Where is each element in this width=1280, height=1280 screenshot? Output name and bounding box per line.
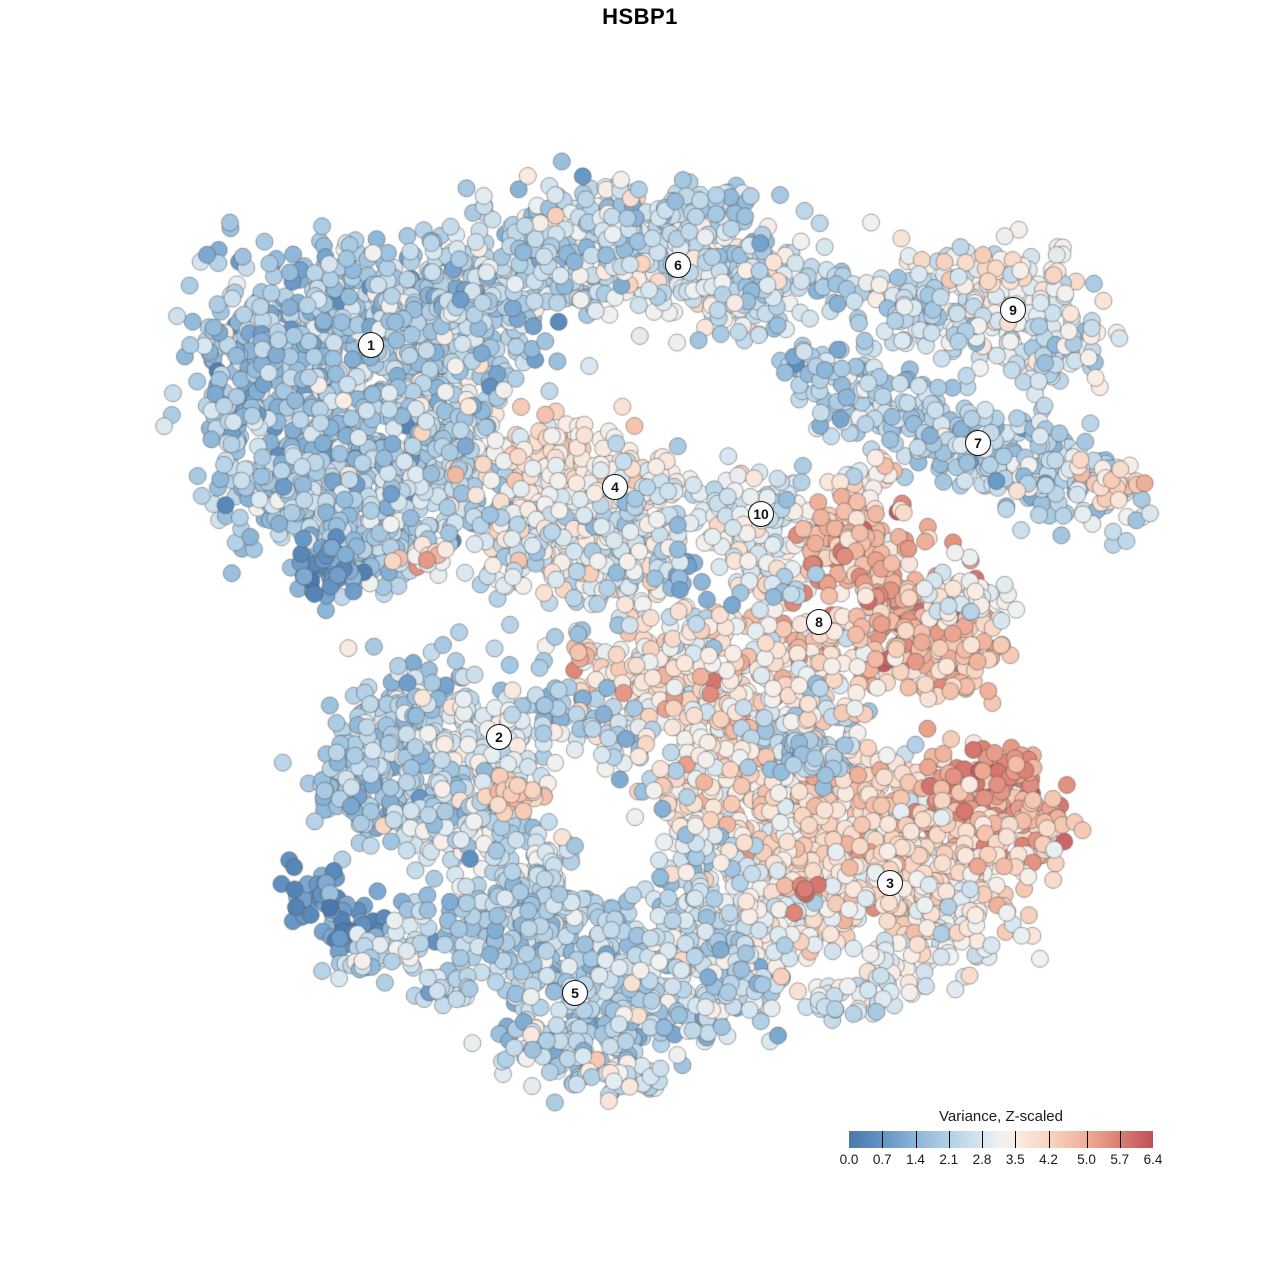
colorbar-tick-label: 2.1 [939, 1152, 959, 1167]
cluster-label-7: 7 [965, 430, 991, 456]
colorbar-tick-label: 6.4 [1143, 1152, 1163, 1167]
colorbar-tick-label: 4.2 [1039, 1152, 1058, 1167]
cluster-label-6: 6 [665, 252, 691, 278]
colorbar-tick-mark [948, 1131, 950, 1148]
colorbar-gradient [849, 1131, 1153, 1148]
colorbar-tick-label: 2.8 [972, 1152, 992, 1167]
colorbar-tick-mark [1015, 1131, 1017, 1148]
cluster-label-5: 5 [562, 980, 588, 1006]
cluster-label-4: 4 [602, 474, 628, 500]
colorbar-tick-mark [982, 1131, 983, 1148]
colorbar-tick-mark [1086, 1131, 1088, 1148]
colorbar-tick-label: 1.4 [906, 1152, 925, 1167]
colorbar-tick-label: 5.7 [1110, 1152, 1130, 1167]
cluster-label-1: 1 [358, 332, 384, 358]
cluster-label-2: 2 [486, 724, 512, 750]
colorbar-tick-mark [1048, 1131, 1050, 1148]
cluster-label-9: 9 [1000, 297, 1026, 323]
cluster-label-8: 8 [806, 609, 832, 635]
colorbar-tick-label: 0.7 [872, 1152, 892, 1167]
cluster-label-10: 10 [748, 501, 774, 527]
colorbar-tick-mark [882, 1131, 884, 1148]
colorbar-title: Variance, Z-scaled [939, 1108, 1063, 1125]
colorbar-tick-label: 3.5 [1005, 1152, 1025, 1167]
colorbar-tick-mark [915, 1131, 917, 1148]
cluster-label-3: 3 [877, 870, 903, 896]
colorbar-tick-mark [1119, 1131, 1121, 1148]
colorbar-tick-label: 5.0 [1077, 1152, 1096, 1167]
colorbar-tick-label: 0.0 [839, 1152, 859, 1167]
